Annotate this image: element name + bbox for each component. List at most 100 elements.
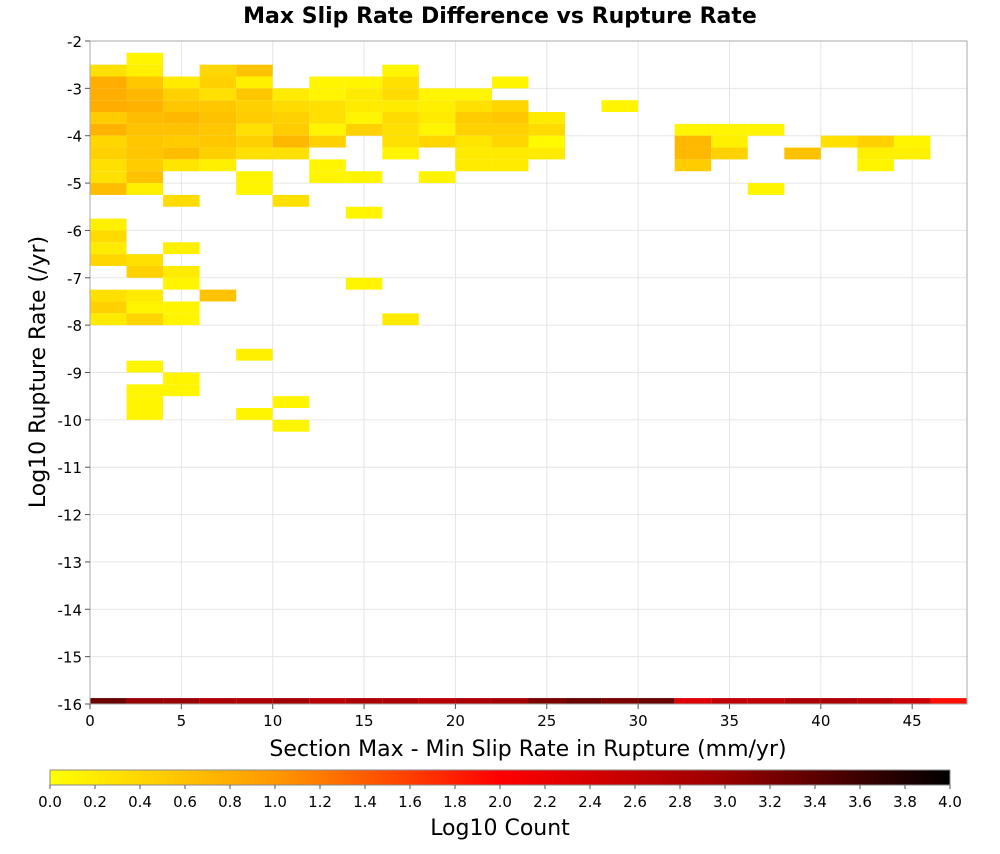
heatmap-cell [491,123,529,136]
heatmap-cell [236,64,273,77]
y-tick-label: -7 [67,270,82,288]
heatmap-cell [418,123,456,136]
heatmap-cell [90,112,127,124]
heatmap-cell [309,76,346,89]
heatmap-cell [199,135,237,148]
heatmap-cell-bottom [893,698,931,704]
heatmap-cell [455,88,492,101]
heatmap-cell [455,123,492,136]
heatmap-cell [236,76,273,89]
colorbar [49,769,951,786]
heatmap-cell [309,123,346,136]
y-tick-label: -15 [58,649,83,667]
colorbar-tick-label: 3.8 [893,793,917,811]
heatmap-cell [90,159,127,172]
heatmap-cell [236,112,273,124]
heatmap-cell [309,159,346,172]
y-tick-label: -11 [58,459,83,477]
chart-title: Max Slip Rate Difference vs Rupture Rate [243,4,757,29]
heatmap-cell [163,100,200,113]
y-tick-label: -16 [58,696,83,714]
heatmap-cell [309,135,346,148]
x-tick-label: 20 [446,712,465,730]
colorbar-tick-label: 0.8 [218,793,242,811]
heatmap-cell [90,123,127,136]
heatmap-cell [126,52,164,65]
heatmap-cell [126,384,164,397]
colorbar-tick-label: 1.4 [353,793,377,811]
colorbar-tick-label: 1.6 [398,793,422,811]
heatmap-cell [491,100,529,113]
y-tick-label: -9 [67,365,82,383]
heatmap-cell [126,313,164,326]
x-tick-label: 5 [177,712,187,730]
colorbar-tick-label: 0.6 [173,793,197,811]
heatmap-cell [382,112,419,124]
heatmap-cell [674,123,712,136]
colorbar-tick-label: 3.4 [803,793,827,811]
heatmap-cell [90,64,127,77]
heatmap-cell [455,159,492,172]
heatmap-cell-bottom [711,698,748,704]
heatmap-cell [528,147,566,160]
heatmap-cell-bottom [418,698,456,704]
y-tick-label: -6 [67,222,82,240]
colorbar-tick-label: 3.0 [713,793,737,811]
heatmap-cell [236,123,273,136]
heatmap-cell [199,76,237,89]
heatmap-cell [382,147,419,160]
heatmap-cell [382,135,419,148]
colorbar-tick-label: 2.0 [488,793,512,811]
heatmap-cell [90,230,127,243]
heatmap-cell-bottom [674,698,712,704]
heatmap-cell [163,123,200,136]
y-tick-label: -14 [58,601,83,619]
colorbar-tick-label: 2.4 [578,793,602,811]
heatmap-cell [163,147,200,160]
heatmap-cell-bottom [601,698,639,704]
heatmap-cell-bottom [820,698,858,704]
heatmap-cell [857,159,894,172]
y-axis-label: Log10 Rupture Rate (/yr) [26,236,51,508]
heatmap-cell [711,147,748,160]
x-tick-label: 40 [811,712,830,730]
heatmap-cell [309,88,346,101]
heatmap-cell [163,88,200,101]
heatmap-cell [126,64,164,77]
heatmap-cell [90,147,127,160]
heatmap-cell [90,242,127,255]
heatmap-cell [126,112,164,124]
colorbar-tick-label: 1.0 [263,793,287,811]
heatmap-cell [90,135,127,148]
colorbar-tick-label: 1.2 [308,793,332,811]
heatmap-cell [90,218,127,231]
heatmap-cell [309,100,346,113]
colorbar-tick-label: 3.6 [848,793,872,811]
heatmap-cell [163,194,200,207]
heatmap-cell [199,88,237,101]
heatmap-cell [345,112,383,124]
heatmap-cell [163,277,200,290]
heatmap-cell [382,313,419,326]
heatmap-cell [199,159,237,172]
heatmap-cell [272,135,310,148]
heatmap-cell [491,135,529,148]
heatmap-cell [820,135,858,148]
heatmap-cell [126,88,164,101]
heatmap-cell [199,123,237,136]
heatmap-cell [90,88,127,101]
heatmap-cell-bottom [345,698,383,704]
heatmap-cell [345,206,383,219]
x-tick-label: 25 [537,712,556,730]
x-tick-label: 45 [903,712,922,730]
colorbar-tick-label: 2.2 [533,793,557,811]
heatmap-cell [126,135,164,148]
heatmap-cell [418,112,456,124]
heatmap-cell [455,100,492,113]
heatmap-cell [491,76,529,89]
heatmap-cell-bottom [857,698,894,704]
y-axis-ticks: -2 -3 -4 -5 -6 -7 -8 -9 -10 -11 -12 -13 -14 -15 -16 [58,33,90,714]
colorbar-tick-label: 0.2 [83,793,107,811]
heatmap-cell [747,123,785,136]
colorbar-tick-label: 1.8 [443,793,467,811]
